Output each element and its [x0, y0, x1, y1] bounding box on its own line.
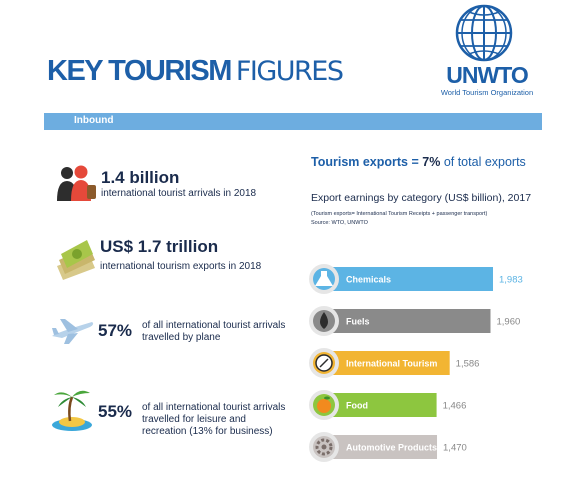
leisure-percent: 55%: [98, 402, 133, 421]
chart-title: Export earnings by category (US$ billion…: [311, 192, 532, 204]
title-bold-part: KEY TOURISM: [47, 55, 232, 87]
gear-icon: [315, 438, 333, 456]
value-label: 1,466: [443, 401, 467, 412]
bar-fuels: [320, 309, 491, 333]
exports-prefix: Tourism exports =: [311, 155, 423, 169]
bar-international-tourism: [320, 351, 450, 375]
value-label: 1,586: [456, 359, 480, 370]
export-earnings-chart: Chemicals 1,983 Fuels 1,960 International To…: [309, 264, 523, 462]
section-band: Inbound: [44, 113, 542, 130]
exports-suffix: of total exports: [440, 155, 526, 169]
plane-text: of all international tourist arrivals tr…: [142, 320, 286, 343]
orange-icon: [317, 396, 331, 413]
compass-icon: [315, 354, 333, 372]
category-label: Automotive Products: [346, 443, 437, 453]
value-label: 1,470: [443, 443, 467, 454]
bar-food: [320, 393, 437, 417]
tourists-icon: [57, 165, 96, 201]
chart-note-definition: (Tourism exports= International Tourism …: [311, 211, 488, 217]
chart-note-source: Source: WTO, UNWTO: [311, 220, 368, 226]
section-label: Inbound: [74, 115, 114, 126]
category-label: Fuels: [346, 317, 370, 327]
island-icon: [52, 390, 92, 431]
bar-chemicals: [320, 267, 493, 291]
exports-text: international tourism exports in 2018: [100, 261, 262, 272]
plane-percent: 57%: [98, 321, 133, 340]
unwto-logo: UNWTO World Tourism Organization: [432, 4, 542, 112]
arrivals-value: 1.4 billion: [101, 168, 180, 187]
value-label: 1,960: [496, 317, 520, 328]
exports-share-line: Tourism exports = 7% of total exports: [311, 155, 526, 169]
oil-drop-icon: [320, 312, 328, 329]
exports-value: US$ 1.7 trillion: [100, 237, 219, 256]
category-label: Food: [346, 401, 368, 411]
category-label: International Tourism: [346, 359, 437, 369]
plane-icon: [52, 319, 94, 344]
logo-name: UNWTO: [446, 62, 528, 88]
globe-icon: [455, 4, 513, 62]
arrivals-text: international tourist arrivals in 2018: [101, 188, 257, 199]
value-label: 1,983: [499, 275, 523, 286]
logo-subtitle: World Tourism Organization: [440, 88, 534, 97]
leisure-text: of all international tourist arrivals tr…: [142, 402, 286, 437]
page-title: KEY TOURISM FIGURES: [47, 55, 344, 89]
title-light-part: FIGURES: [235, 56, 344, 87]
chart-note: (Tourism exports= International Tourism …: [311, 210, 487, 228]
exports-pct: 7%: [422, 155, 441, 169]
flask-icon: [315, 271, 333, 286]
money-icon: [57, 240, 95, 280]
bar-automotive-products: [320, 435, 438, 459]
category-label: Chemicals: [346, 275, 391, 285]
